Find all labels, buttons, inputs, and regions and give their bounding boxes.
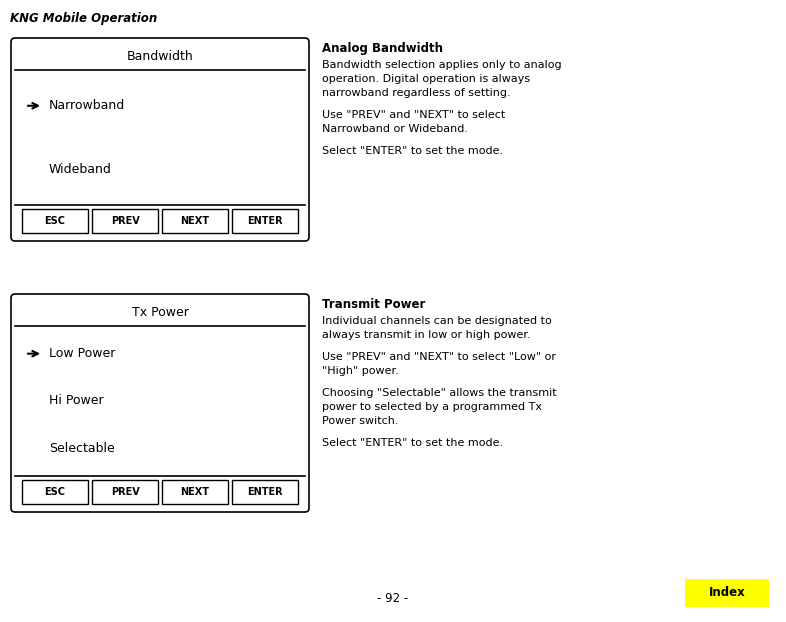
Text: NEXT: NEXT — [181, 216, 210, 226]
FancyBboxPatch shape — [11, 38, 309, 241]
FancyBboxPatch shape — [232, 209, 298, 233]
Text: PREV: PREV — [111, 216, 139, 226]
FancyBboxPatch shape — [685, 579, 769, 607]
Text: PREV: PREV — [111, 487, 139, 497]
Text: Analog Bandwidth: Analog Bandwidth — [322, 42, 443, 55]
Text: narrowband regardless of setting.: narrowband regardless of setting. — [322, 88, 511, 98]
Text: Wideband: Wideband — [49, 163, 112, 176]
Text: Narrowband or Wideband.: Narrowband or Wideband. — [322, 124, 468, 134]
FancyBboxPatch shape — [232, 480, 298, 504]
Text: Low Power: Low Power — [49, 347, 116, 360]
Text: - 92 -: - 92 - — [377, 592, 409, 605]
FancyBboxPatch shape — [162, 480, 228, 504]
Text: Choosing "Selectable" allows the transmit: Choosing "Selectable" allows the transmi… — [322, 388, 556, 398]
Text: ENTER: ENTER — [247, 487, 283, 497]
Text: NEXT: NEXT — [181, 487, 210, 497]
Text: Narrowband: Narrowband — [49, 100, 125, 112]
Text: operation. Digital operation is always: operation. Digital operation is always — [322, 74, 530, 84]
Text: Index: Index — [709, 587, 745, 600]
Text: KNG Mobile Operation: KNG Mobile Operation — [10, 12, 157, 25]
Text: Individual channels can be designated to: Individual channels can be designated to — [322, 316, 552, 326]
Text: "High" power.: "High" power. — [322, 366, 399, 376]
Text: always transmit in low or high power.: always transmit in low or high power. — [322, 330, 531, 340]
FancyBboxPatch shape — [162, 209, 228, 233]
Text: Select "ENTER" to set the mode.: Select "ENTER" to set the mode. — [322, 438, 503, 448]
Text: Hi Power: Hi Power — [49, 394, 104, 407]
FancyBboxPatch shape — [11, 294, 309, 512]
Text: Use "PREV" and "NEXT" to select: Use "PREV" and "NEXT" to select — [322, 110, 505, 120]
Text: ESC: ESC — [45, 487, 65, 497]
Text: Selectable: Selectable — [49, 442, 115, 455]
Text: Transmit Power: Transmit Power — [322, 298, 425, 311]
FancyBboxPatch shape — [22, 209, 88, 233]
Text: Bandwidth: Bandwidth — [127, 50, 193, 62]
Text: Power switch.: Power switch. — [322, 416, 399, 426]
FancyBboxPatch shape — [92, 480, 158, 504]
Text: power to selected by a programmed Tx: power to selected by a programmed Tx — [322, 402, 542, 412]
Text: ESC: ESC — [45, 216, 65, 226]
Text: Select "ENTER" to set the mode.: Select "ENTER" to set the mode. — [322, 146, 503, 156]
FancyBboxPatch shape — [22, 480, 88, 504]
Text: Bandwidth selection applies only to analog: Bandwidth selection applies only to anal… — [322, 60, 562, 70]
Text: ENTER: ENTER — [247, 216, 283, 226]
Text: Tx Power: Tx Power — [131, 305, 189, 318]
Text: Use "PREV" and "NEXT" to select "Low" or: Use "PREV" and "NEXT" to select "Low" or — [322, 352, 556, 362]
FancyBboxPatch shape — [92, 209, 158, 233]
